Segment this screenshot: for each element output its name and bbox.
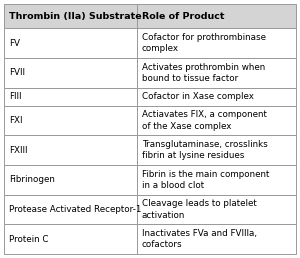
Text: Activates prothrombin when
bound to tissue factor: Activates prothrombin when bound to tiss…: [142, 63, 265, 83]
Text: Protein C: Protein C: [9, 235, 49, 244]
Text: Role of Product: Role of Product: [142, 12, 224, 21]
Bar: [4, 88, 137, 106]
Text: FIII: FIII: [9, 92, 22, 101]
Text: FXI: FXI: [9, 116, 22, 125]
Text: Transglutaminase, crosslinks
fibrin at lysine residues: Transglutaminase, crosslinks fibrin at l…: [142, 140, 268, 160]
Text: Thrombin (IIa) Substrate: Thrombin (IIa) Substrate: [9, 12, 142, 21]
Text: Cofactor for prothrombinase
complex: Cofactor for prothrombinase complex: [142, 33, 266, 53]
Text: Cofactor in Xase complex: Cofactor in Xase complex: [142, 92, 254, 101]
Bar: [137, 88, 296, 106]
Bar: [137, 224, 296, 254]
Text: FVII: FVII: [9, 68, 25, 77]
Text: Cleavage leads to platelet
activation: Cleavage leads to platelet activation: [142, 199, 256, 220]
Text: Fibrinogen: Fibrinogen: [9, 175, 55, 184]
Bar: [137, 28, 296, 58]
Text: FXIII: FXIII: [9, 146, 28, 155]
Bar: [137, 58, 296, 88]
Text: Actiavates FIX, a component
of the Xase complex: Actiavates FIX, a component of the Xase …: [142, 110, 267, 131]
Bar: [4, 165, 137, 195]
Bar: [137, 106, 296, 135]
Bar: [4, 135, 137, 165]
Text: Inactivates FVa and FVIIIa,
cofactors: Inactivates FVa and FVIIIa, cofactors: [142, 229, 257, 249]
Bar: [137, 4, 296, 28]
Bar: [137, 165, 296, 195]
Text: Fibrin is the main component
in a blood clot: Fibrin is the main component in a blood …: [142, 170, 269, 190]
Bar: [4, 224, 137, 254]
Bar: [137, 195, 296, 224]
Bar: [4, 28, 137, 58]
Bar: [4, 195, 137, 224]
Bar: [4, 4, 137, 28]
Text: FV: FV: [9, 39, 20, 48]
Bar: [4, 58, 137, 88]
Bar: [4, 106, 137, 135]
Text: Protease Activated Receptor-1: Protease Activated Receptor-1: [9, 205, 141, 214]
Bar: [137, 135, 296, 165]
